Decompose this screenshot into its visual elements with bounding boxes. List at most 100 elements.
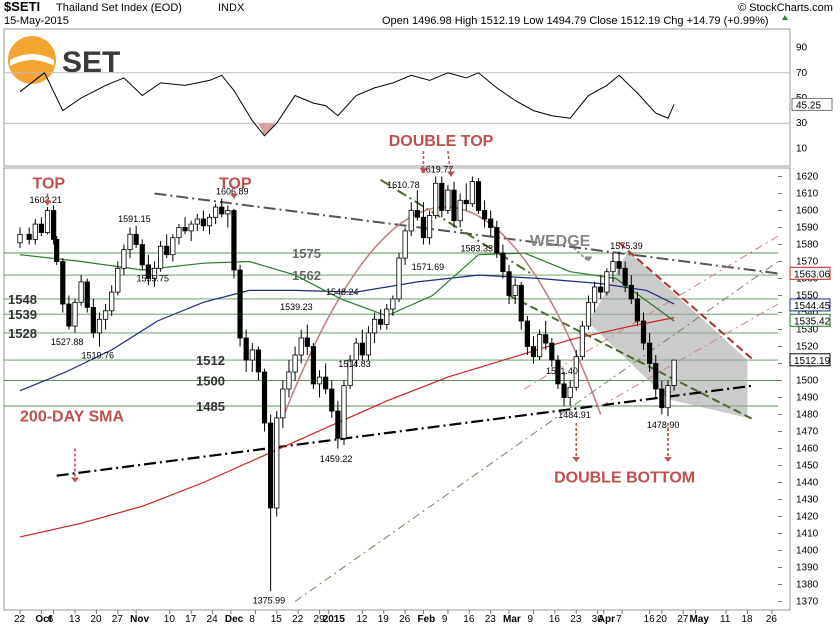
candle-down [323, 376, 329, 390]
trend-overlays [56, 179, 779, 602]
data-label-1527-88: 1527.88 [51, 337, 84, 347]
candle-up [341, 385, 347, 439]
candle-down [60, 261, 66, 305]
candle-down [219, 206, 225, 215]
price-tick-label: 1370 [796, 597, 819, 608]
price-tick-label: 1490 [796, 393, 819, 404]
candle-down [164, 245, 170, 256]
right-value-label: 1512.19 [794, 356, 831, 367]
data-label-1555-75: 1555.75 [136, 273, 169, 283]
arrow-head-icon [71, 477, 80, 483]
candle-down [488, 218, 494, 228]
price-tick-label: 1380 [796, 580, 819, 591]
wedge-lower-line [508, 294, 755, 421]
candle-down [84, 281, 90, 308]
candle-up [32, 223, 38, 240]
candle-up [213, 206, 219, 218]
exchange-label: INDX [218, 2, 245, 14]
x-tick-label: 16 [549, 614, 561, 625]
right-value-label: 1544.45 [794, 301, 831, 312]
candle-up [151, 267, 158, 279]
candle-up [567, 386, 573, 398]
rounding-arc [282, 206, 602, 419]
long-support-trendline [56, 384, 754, 477]
candle-down [304, 337, 310, 347]
price-tick-label: 1620 [796, 172, 819, 183]
candle-up [402, 230, 408, 259]
price-tick-label: 1450 [796, 461, 819, 472]
candle-up [665, 385, 671, 409]
data-labels: 1602.21 1527.88 1519.76 1591.15 1555.75 1606.… [30, 165, 831, 606]
arrow-head-icon [419, 168, 428, 174]
candle-down [268, 422, 274, 509]
candle-up [585, 301, 592, 327]
x-tick-label: 23 [485, 614, 497, 625]
candle-down [335, 410, 341, 439]
price-tick-label: 1500 [796, 376, 819, 387]
fan-line-red-2 [600, 303, 779, 407]
candle-up [390, 298, 396, 310]
candle-up [72, 301, 78, 327]
data-label-1459-22: 1459.22 [320, 454, 353, 464]
rsi-value-label: 45.25 [796, 100, 821, 111]
x-tick-label: 29 [314, 614, 326, 625]
right-value-label: 1535.42 [794, 316, 831, 327]
candle-down [481, 210, 488, 220]
rsi-value-badge [791, 97, 833, 111]
data-label-1610-78: 1610.78 [387, 180, 420, 190]
rsi-oversold-fill [258, 123, 277, 136]
candle-up [316, 376, 323, 385]
candle-down [359, 342, 365, 356]
level-label-1539: 1539 [8, 307, 37, 322]
candle-down [640, 320, 647, 344]
logo-text: SET [62, 46, 120, 79]
x-tick-label: 26 [399, 614, 411, 625]
level-label-1575: 1575 [292, 246, 321, 261]
candle-up [457, 199, 463, 222]
candle-down [310, 346, 317, 385]
candle-up [44, 210, 51, 234]
candle-down [51, 210, 57, 240]
x-tick-label: 20 [656, 614, 668, 625]
up-triangle-icon [782, 15, 788, 20]
candle-up [170, 237, 176, 256]
candle-down [329, 388, 335, 412]
level-label-1485: 1485 [196, 399, 225, 414]
candle-down [653, 363, 659, 390]
x-tick-label: 7 [616, 614, 622, 625]
candle-up [384, 308, 390, 325]
rsi-panel [3, 28, 791, 167]
x-tick-label: Dec [225, 614, 244, 625]
candle-up [109, 291, 115, 312]
data-label-1619-77: 1619.77 [421, 165, 454, 175]
fan-line-red [524, 235, 779, 390]
level-label-1562: 1562 [292, 268, 321, 283]
candle-up [96, 318, 103, 334]
x-tick-label: Apr [598, 614, 615, 625]
rsi-tick-label: 10 [796, 143, 808, 154]
level-label-1528: 1528 [8, 326, 37, 341]
x-tick-label: 2015 [323, 614, 346, 625]
candle-up [433, 182, 439, 217]
candle-down [38, 223, 44, 234]
annotation-double-bottom: DOUBLE BOTTOM [554, 470, 695, 487]
candle-down [616, 261, 622, 269]
candle-up [206, 216, 213, 227]
price-tick-label: 1480 [796, 410, 819, 421]
candle-down [622, 267, 628, 286]
annotation-top: TOP [33, 175, 66, 192]
data-label-1375-99: 1375.99 [253, 595, 286, 605]
price-tick-label: 1520 [796, 342, 819, 353]
candle-down [200, 218, 206, 227]
price-tick-label: 1580 [796, 240, 819, 251]
candle-down [133, 233, 139, 245]
candle-up [347, 359, 353, 387]
candle-down [518, 284, 524, 322]
candle-up [225, 210, 231, 215]
level-label-1512: 1512 [196, 353, 225, 368]
candle-down [182, 227, 188, 232]
price-tick-label: 1570 [796, 257, 819, 268]
right-value-badge [789, 353, 831, 367]
